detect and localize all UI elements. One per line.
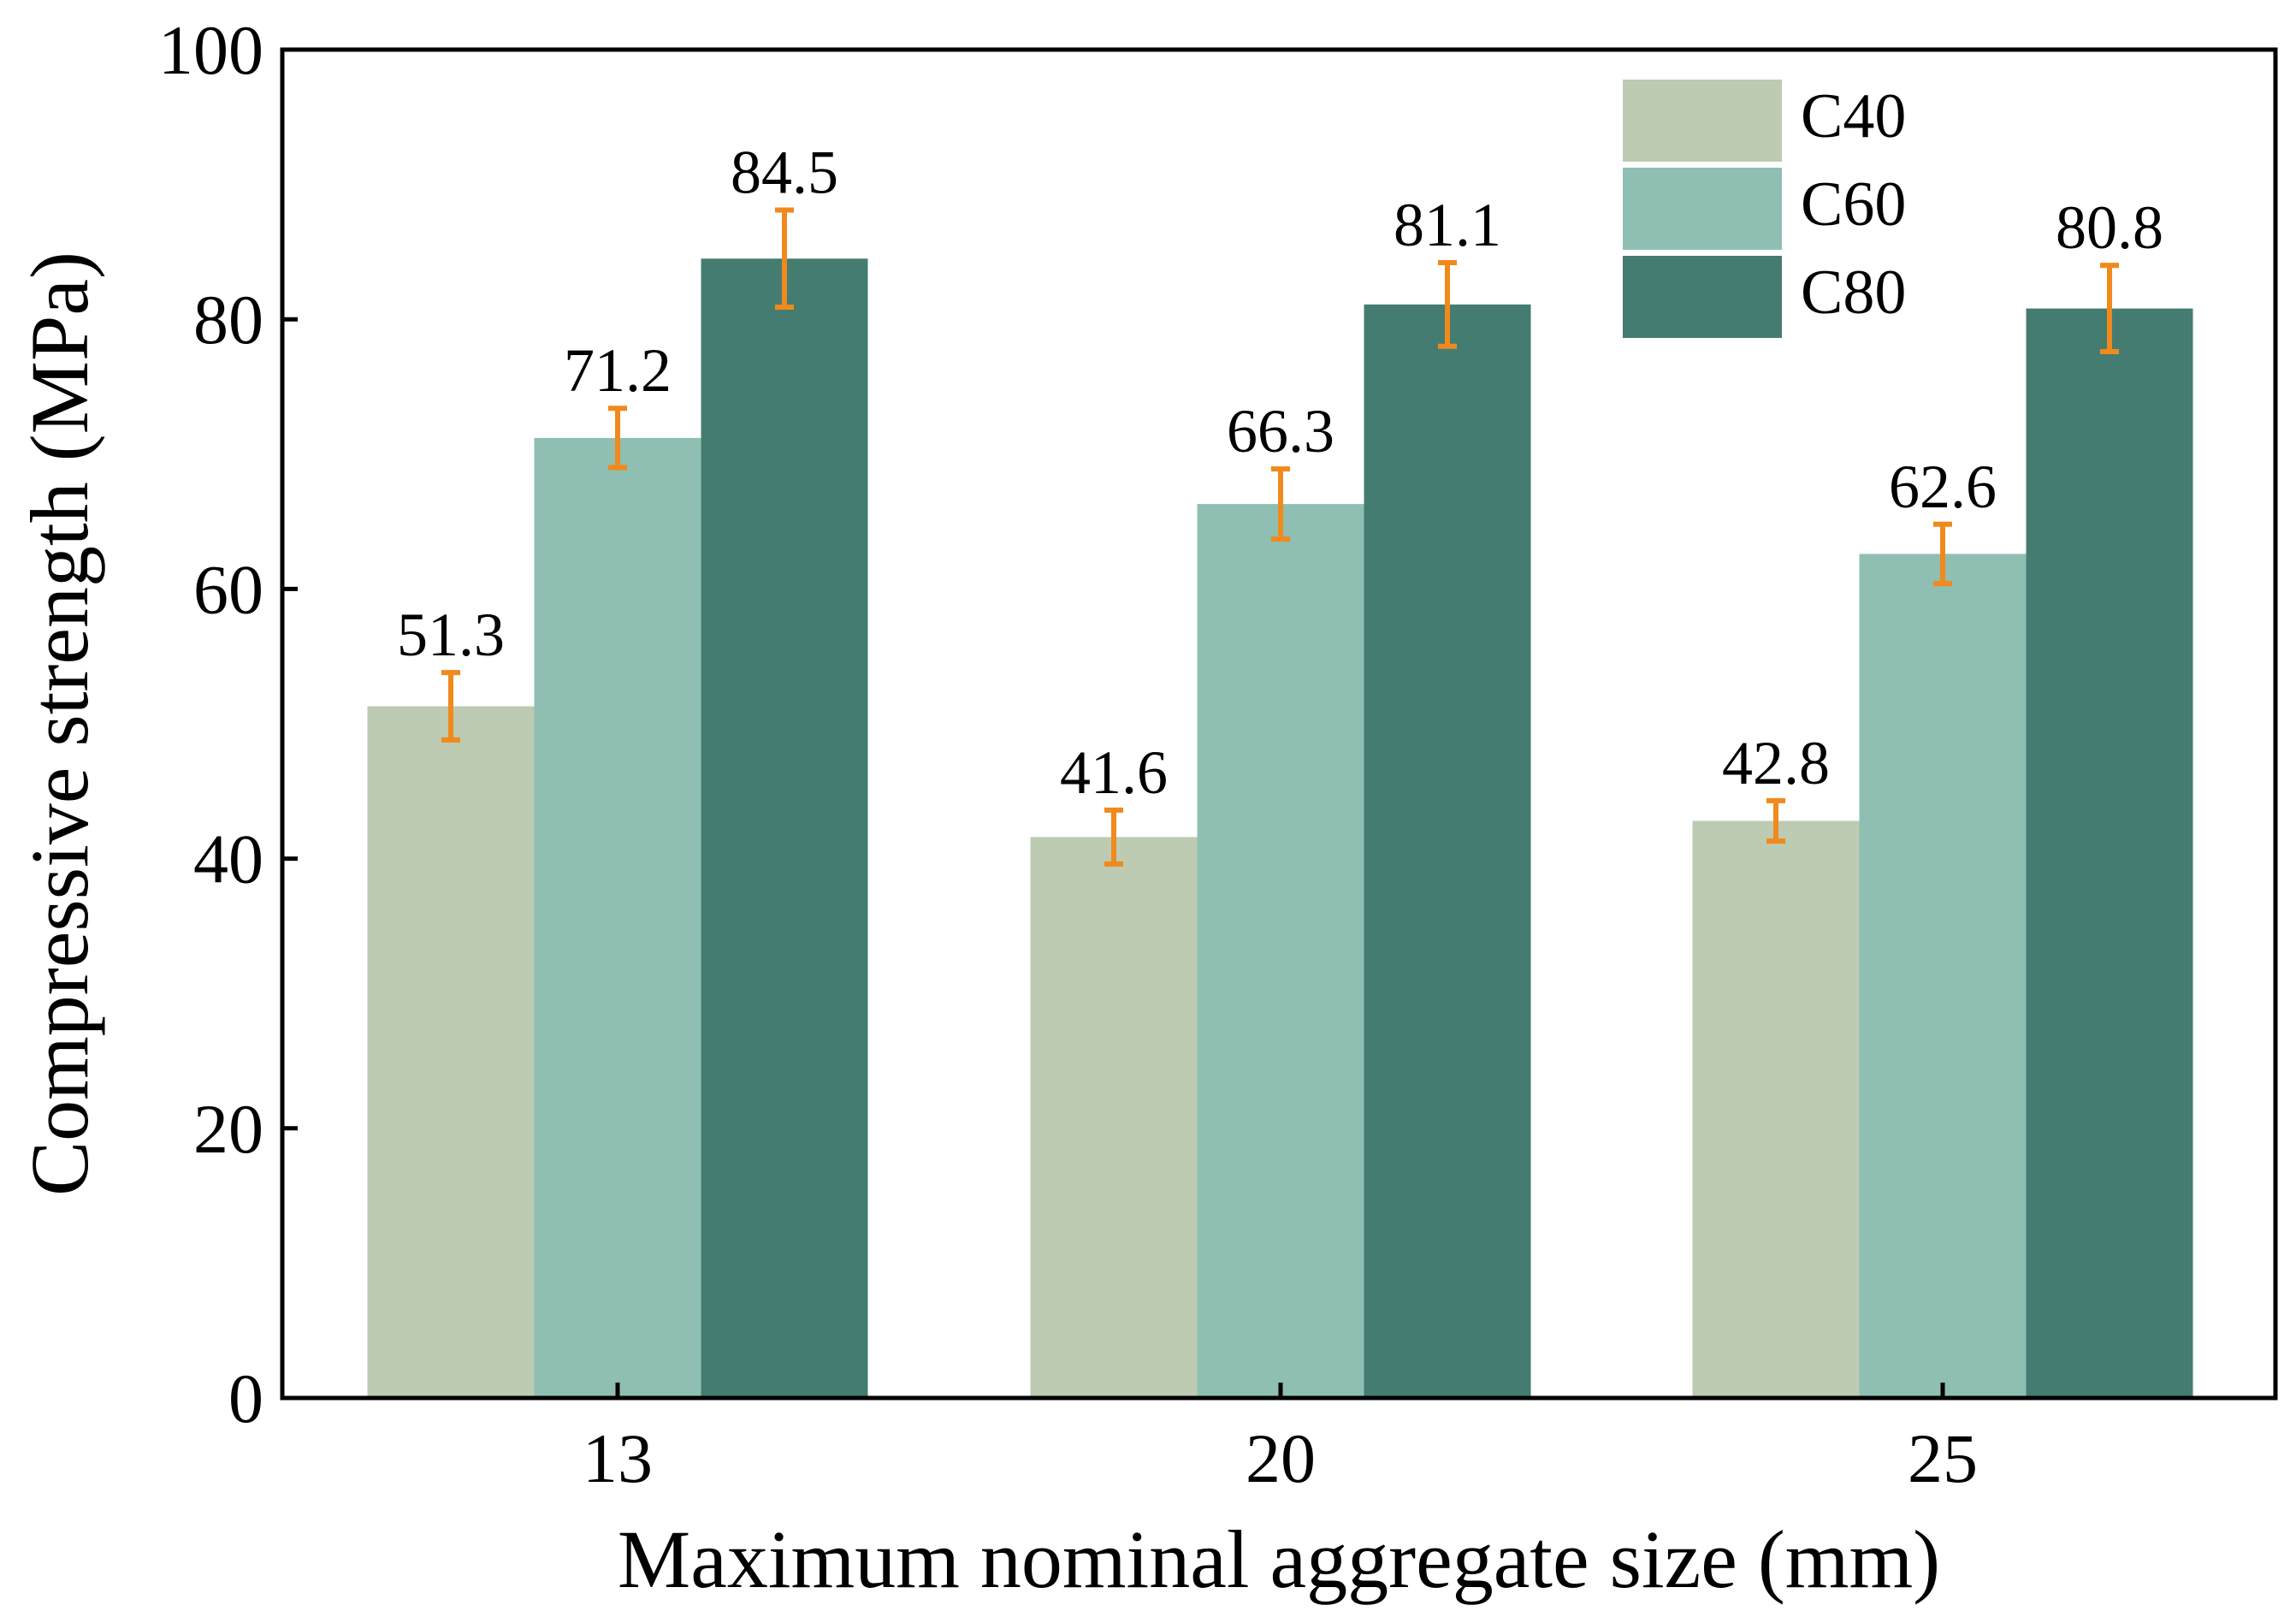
bar-c80-25 xyxy=(2026,308,2193,1398)
bar-c40-25 xyxy=(1692,820,1860,1398)
data-label-c60-25: 62.6 xyxy=(1889,453,1997,521)
y-tick-label-20: 20 xyxy=(193,1090,263,1168)
legend: C40 C60 C80 xyxy=(1623,80,1906,338)
legend-label-c60: C60 xyxy=(1801,169,1906,240)
error-bar-c40-13 xyxy=(441,670,460,743)
bar-c60-20 xyxy=(1197,504,1364,1398)
data-label-c60-20: 66.3 xyxy=(1227,397,1334,465)
legend-label-c80: C80 xyxy=(1801,258,1906,328)
y-tick-label-80: 80 xyxy=(193,281,263,358)
bar-c40-20 xyxy=(1030,837,1198,1398)
bar-c60-25 xyxy=(1859,554,2027,1398)
bar-c80-20 xyxy=(1364,304,1531,1398)
error-bar-c60-13 xyxy=(608,406,627,471)
data-label-c80-25: 80.8 xyxy=(2056,193,2163,262)
y-tick-label-60: 60 xyxy=(193,550,263,628)
error-bar-c60-25 xyxy=(1933,521,1952,587)
error-bar-c40-20 xyxy=(1104,807,1123,867)
legend-swatch-c80 xyxy=(1623,256,1782,338)
error-bar-c40-25 xyxy=(1766,797,1785,844)
y-axis: 0 20 40 60 80 100 xyxy=(158,11,298,1437)
bar-c80-13 xyxy=(701,258,868,1398)
data-label-c80-13: 84.5 xyxy=(731,139,838,207)
data-label-c40-13: 51.3 xyxy=(397,601,505,669)
error-bar-c80-13 xyxy=(775,207,794,311)
x-axis-title: Maximum nominal aggregate size (mm) xyxy=(618,1513,1940,1605)
error-bar-c60-20 xyxy=(1271,466,1290,542)
error-bars-layer xyxy=(441,207,2119,867)
legend-swatch-c40 xyxy=(1623,80,1782,162)
x-tick-label-13: 13 xyxy=(583,1419,653,1497)
y-axis-title: Compressive strength (MPa) xyxy=(14,252,105,1196)
bar-c40-13 xyxy=(367,706,535,1398)
legend-swatch-c60 xyxy=(1623,168,1782,250)
data-labels-layer: 51.3 71.2 84.5 41.6 66.3 81.1 42.8 62.6 80.8 xyxy=(397,139,2163,807)
data-label-c60-13: 71.2 xyxy=(564,336,672,405)
x-tick-label-25: 25 xyxy=(1908,1419,1978,1497)
bars-layer xyxy=(367,258,2193,1399)
y-tick-label-40: 40 xyxy=(193,820,263,898)
x-tick-label-20: 20 xyxy=(1246,1419,1316,1497)
error-bar-c80-20 xyxy=(1438,260,1457,349)
x-axis: 13 20 25 xyxy=(583,1383,1978,1497)
data-label-c40-20: 41.6 xyxy=(1060,738,1168,807)
y-tick-label-100: 100 xyxy=(158,11,263,89)
bar-c60-13 xyxy=(534,437,701,1399)
error-bar-c80-25 xyxy=(2100,263,2119,355)
data-label-c40-25: 42.8 xyxy=(1722,729,1830,797)
data-label-c80-20: 81.1 xyxy=(1394,191,1501,259)
legend-label-c40: C40 xyxy=(1801,81,1906,151)
y-tick-label-0: 0 xyxy=(228,1359,263,1437)
